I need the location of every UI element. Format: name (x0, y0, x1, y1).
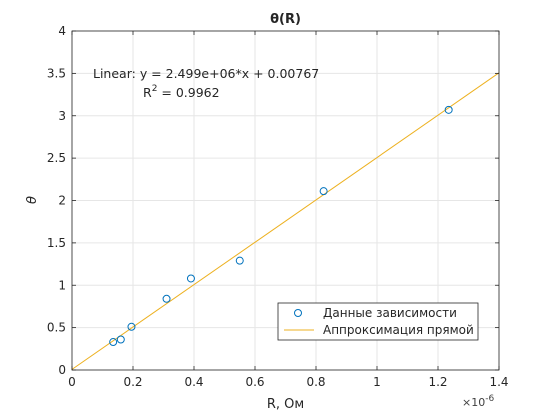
legend-label-fit: Аппроксимация прямой (323, 323, 474, 337)
x-axis-ticks: 0 0.2 0.4 0.6 0.8 1 1.2 1.4 (68, 31, 509, 389)
y-tick-label: 3.5 (47, 66, 66, 80)
y-axis-ticks: 0 0.5 1 1.5 2 2.5 3 3.5 4 (47, 24, 499, 377)
y-tick-label: 1 (58, 278, 66, 292)
x-tick-label: 0.2 (123, 375, 142, 389)
r-squared-label: R (143, 85, 152, 100)
r-squared-value: = 0.9962 (157, 85, 219, 100)
chart-title: θ(R) (270, 12, 301, 27)
data-point (109, 338, 118, 347)
data-points (109, 105, 453, 347)
x-tick-label: 0.4 (184, 375, 203, 389)
x-tick-label: 0.6 (245, 375, 264, 389)
legend: Данные зависимости Аппроксимация прямой (277, 302, 479, 341)
data-point (186, 274, 195, 283)
y-tick-label: 1.5 (47, 236, 66, 250)
y-tick-label: 3 (58, 109, 66, 123)
data-point (444, 105, 453, 114)
y-tick-label: 2.5 (47, 151, 66, 165)
x-tick-label: 1.4 (489, 375, 508, 389)
legend-box (277, 302, 479, 341)
x-tick-label: 1 (373, 375, 381, 389)
fit-equation: Linear: y = 2.499e+06*x + 0.00767 (93, 66, 319, 81)
data-point (162, 294, 171, 303)
y-tick-label: 2 (58, 194, 66, 208)
x-multiplier-exponent: -6 (485, 394, 494, 404)
y-axis-label: θ (25, 196, 40, 204)
data-point (116, 335, 125, 344)
data-point (319, 187, 328, 196)
r-squared-exponent: 2 (152, 84, 158, 94)
y-tick-label: 0 (58, 363, 66, 377)
x-tick-label: 0.8 (306, 375, 325, 389)
data-point (235, 256, 244, 265)
legend-label-data: Данные зависимости (323, 306, 457, 320)
x-axis-label: R, Ом (267, 397, 304, 412)
x-multiplier-base: ×10 (462, 396, 485, 409)
x-multiplier: ×10-6 (462, 394, 494, 409)
fit-line (71, 72, 500, 370)
y-tick-label: 4 (58, 24, 66, 38)
x-tick-label: 1.2 (428, 375, 447, 389)
data-point (127, 322, 136, 331)
x-tick-label: 0 (68, 375, 76, 389)
legend-marker-data (294, 309, 302, 317)
fit-line-layer (71, 72, 500, 370)
y-tick-label: 0.5 (47, 321, 66, 335)
fit-r-squared: R2 = 0.9962 (143, 84, 220, 100)
